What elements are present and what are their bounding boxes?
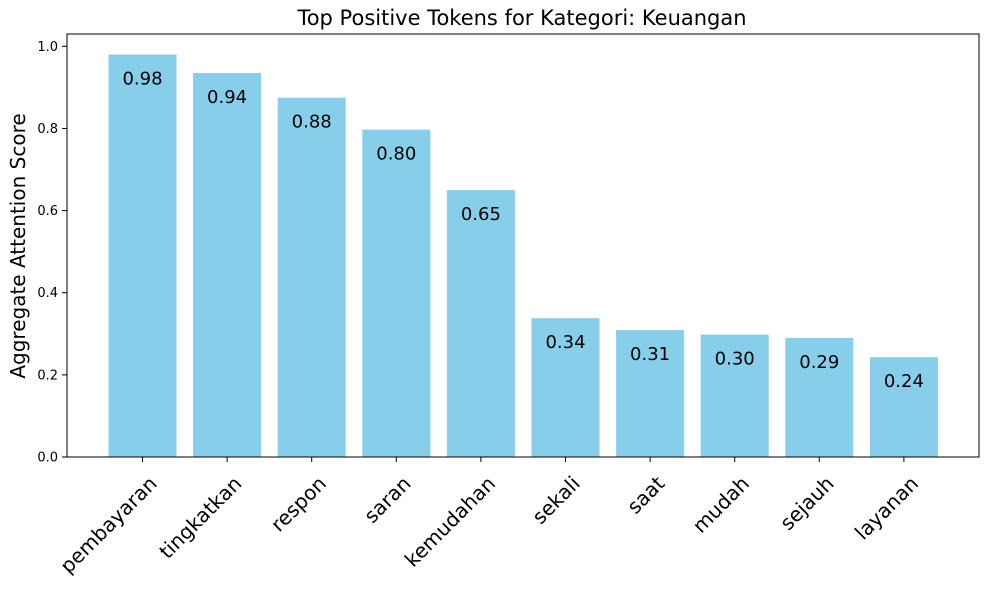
y-tick-label: 0.4	[37, 286, 58, 301]
x-tick-label-saran: saran	[359, 471, 415, 527]
bar-sejauh	[785, 337, 854, 457]
data-label-tingkatkan: 0.94	[207, 87, 247, 108]
bar-saran	[362, 129, 431, 457]
y-tick-label: 1.0	[37, 40, 58, 55]
y-tick-label: 0.8	[37, 122, 58, 137]
data-label-sejauh: 0.29	[799, 352, 839, 373]
data-label-respon: 0.88	[292, 112, 332, 133]
y-tick-label: 0.6	[37, 204, 58, 219]
y-tick-label: 0.0	[37, 451, 58, 466]
bar-tingkatkan	[193, 73, 262, 458]
x-tick-label-kemudahan: kemudahan	[400, 471, 500, 571]
plot-frame	[66, 33, 980, 458]
bar-pembayaran	[108, 54, 177, 457]
x-tick-label-sekali: sekali	[527, 471, 585, 529]
bars-group	[108, 54, 938, 458]
y-axis: 0.0 0.2 0.4 0.6 0.8 1.0	[37, 40, 67, 466]
x-tick-label-sejauh: sejauh	[775, 471, 839, 535]
bar-mudah	[700, 334, 769, 457]
data-label-kemudahan: 0.65	[461, 204, 501, 225]
chart-title: Top Positive Tokens for Kategori: Keuang…	[296, 6, 746, 30]
x-tick-label-mudah: mudah	[688, 471, 754, 537]
data-label-pembayaran: 0.98	[122, 69, 162, 90]
bar-kemudahan	[446, 190, 515, 457]
bar-saat	[616, 330, 685, 457]
data-label-mudah: 0.30	[715, 349, 755, 370]
x-tick-label-tingkatkan: tingkatkan	[154, 471, 246, 563]
data-labels-group: 0.98 0.94 0.88 0.80 0.65 0.34 0.31 0.30 0.29 0.24	[122, 69, 923, 393]
x-tick-label-respon: respon	[266, 471, 331, 536]
data-label-saat: 0.31	[630, 344, 670, 365]
bar-respon	[277, 97, 346, 458]
bar-sekali	[531, 318, 600, 457]
y-axis-label: Aggregate Attention Score	[6, 113, 30, 378]
x-tick-label-pembayaran: pembayaran	[55, 471, 162, 578]
x-tick-label-saat: saat	[622, 471, 669, 518]
data-label-layanan: 0.24	[884, 371, 924, 392]
bar-layanan	[869, 357, 938, 457]
data-label-sekali: 0.34	[545, 332, 585, 353]
y-tick-label: 0.2	[37, 368, 58, 383]
x-tick-label-layanan: layanan	[850, 471, 923, 544]
data-label-saran: 0.80	[376, 144, 416, 165]
